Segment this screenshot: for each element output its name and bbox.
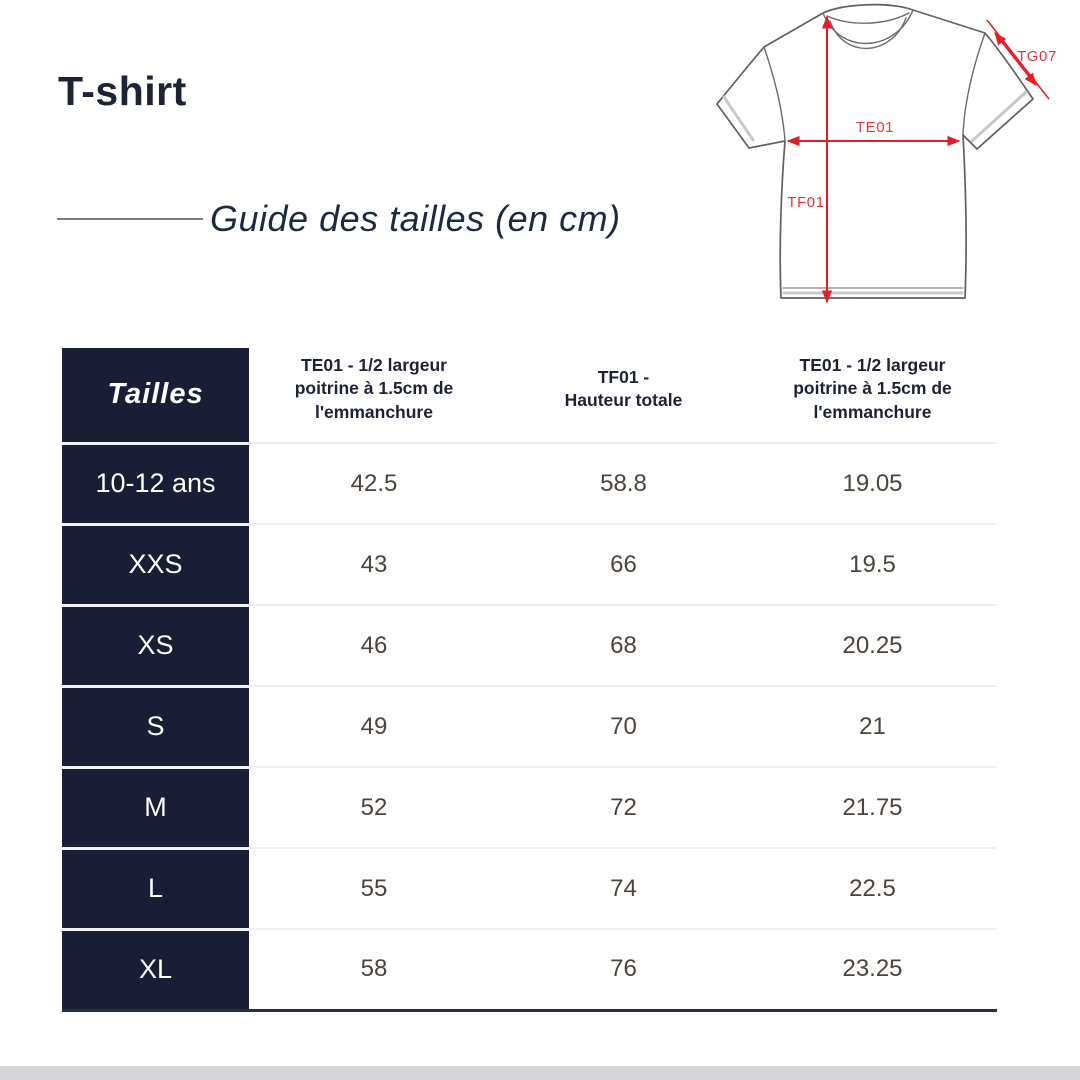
measurement-value: 49 <box>249 685 499 767</box>
table-header-total-height: TF01 - Hauteur totale <box>564 366 683 410</box>
size-label: S <box>62 684 249 767</box>
size-label: L <box>62 846 249 929</box>
size-label: 10-12 ans <box>62 441 249 524</box>
measurement-value: 74 <box>499 847 748 929</box>
measurement-value: 68 <box>499 604 748 686</box>
table-row: M 52 72 21.75 <box>62 765 997 848</box>
size-label: XXS <box>62 522 249 605</box>
table-header-row: Tailles TE01 - 1/2 largeur poitrine à 1.… <box>62 348 997 443</box>
measurement-value: 20.25 <box>748 604 997 686</box>
collar-rib-line <box>829 17 907 50</box>
measurement-value: 58 <box>249 928 499 1010</box>
size-label: XS <box>62 603 249 686</box>
size-label: M <box>62 765 249 848</box>
bottom-strip <box>0 1066 1080 1080</box>
measurement-value: 22.5 <box>748 847 997 929</box>
measurement-value: 19.5 <box>748 523 997 605</box>
measurement-value: 21 <box>748 685 997 767</box>
table-row: 10-12 ans 42.5 58.8 19.05 <box>62 441 997 524</box>
table-row: XL 58 76 23.25 <box>62 927 997 1010</box>
measurement-value: 58.8 <box>499 442 748 524</box>
height-arrow-label: TF01 <box>787 194 824 211</box>
sleeve-arrow-label: TG07 <box>1017 48 1057 65</box>
size-table: Tailles TE01 - 1/2 largeur poitrine à 1.… <box>62 348 997 1012</box>
table-row: S 49 70 21 <box>62 684 997 767</box>
measurement-value: 66 <box>499 523 748 605</box>
measurement-value: 19.05 <box>748 442 997 524</box>
tshirt-measurement-diagram: TE01 TF01 TG07 <box>716 3 1057 304</box>
chest-arrow-label: TE01 <box>856 119 894 136</box>
page-subtitle: Guide des tailles (en cm) <box>210 198 621 239</box>
table-row: XS 46 68 20.25 <box>62 603 997 686</box>
measurement-value: 23.25 <box>748 928 997 1010</box>
size-label: XL <box>62 927 249 1010</box>
table-header-tailles: Tailles <box>62 348 249 443</box>
table-header-chest-width-2: TE01 - 1/2 largeur poitrine à 1.5cm de l… <box>793 355 952 422</box>
measurement-value: 52 <box>249 766 499 848</box>
measurement-value: 55 <box>249 847 499 929</box>
measurement-value: 70 <box>499 685 748 767</box>
measurement-value: 43 <box>249 523 499 605</box>
size-table-body: 10-12 ans 42.5 58.8 19.05 XXS 43 66 19.5 XS 46 68 2… <box>62 441 997 1010</box>
right-armhole-seam <box>962 32 986 136</box>
left-armhole-seam <box>763 46 786 142</box>
measurement-value: 46 <box>249 604 499 686</box>
sleeve-length-arrow <box>994 31 1037 87</box>
page-title: T-shirt <box>58 68 187 114</box>
measurement-value: 72 <box>499 766 748 848</box>
subtitle-row: Guide des tailles (en cm) <box>57 198 621 240</box>
table-row: L 55 74 22.5 <box>62 846 997 929</box>
measurement-value: 76 <box>499 928 748 1010</box>
left-cuff-band <box>722 95 755 142</box>
table-header-chest-width: TE01 - 1/2 largeur poitrine à 1.5cm de l… <box>294 355 454 422</box>
subtitle-decorative-line <box>57 218 203 220</box>
measurement-value: 42.5 <box>249 442 499 524</box>
right-cuff-band <box>970 90 1028 143</box>
measurement-value: 21.75 <box>748 766 997 848</box>
table-row: XXS 43 66 19.5 <box>62 522 997 605</box>
collar-back-line <box>826 12 910 24</box>
